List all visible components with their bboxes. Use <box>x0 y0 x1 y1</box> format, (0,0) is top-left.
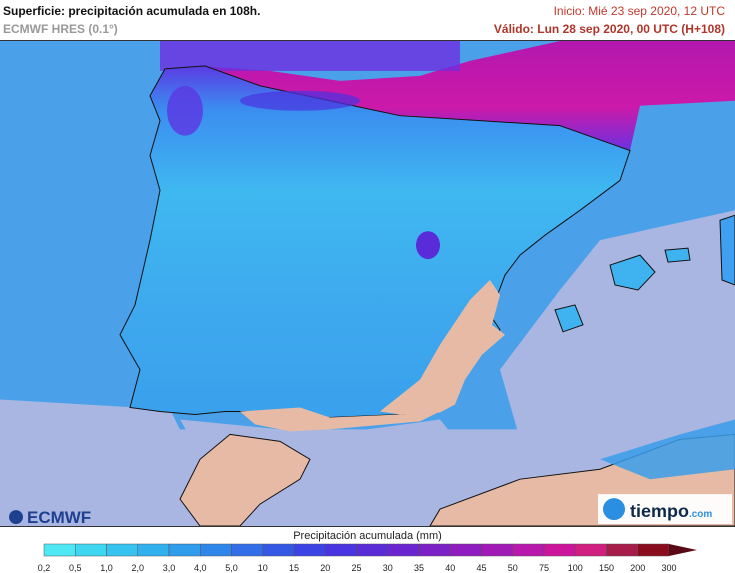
colorbar-swatch <box>450 543 482 557</box>
colorbar-swatch <box>43 543 76 557</box>
colorbar-tick-label: 0,5 <box>69 563 82 573</box>
colorbar-tick-label: 200 <box>630 563 645 573</box>
colorbar-swatch <box>637 543 670 557</box>
colorbar-tick-label: 30 <box>383 563 393 573</box>
colorbar-tick-label: 45 <box>476 563 486 573</box>
ecmwf-logo-mark <box>9 510 23 525</box>
colorbar-tick-label: 15 <box>289 563 299 573</box>
legend-title: Precipitación acumulada (mm) <box>293 530 442 542</box>
colorbar-swatch <box>325 543 357 557</box>
tiempo-logo-text: tiempo.com <box>630 501 712 521</box>
colorbar-swatch <box>512 543 545 557</box>
precip-max-cantabria <box>240 90 360 111</box>
colorbar-extend-arrow <box>669 544 697 556</box>
ibiza <box>554 304 584 333</box>
dry-south-coast <box>240 407 440 432</box>
colorbar-swatch <box>418 543 451 557</box>
north-africa <box>179 433 311 526</box>
north-band <box>160 41 460 71</box>
colorbar-swatch <box>200 543 232 557</box>
menorca <box>664 247 691 263</box>
map-title: Superficie: precipitación acumulada en 1… <box>3 4 261 18</box>
init-time-label: Inicio: Mié 23 sep 2020, 12 UTC <box>553 4 725 18</box>
tiempo-logo: tiempo.com <box>598 494 732 525</box>
dry-southeast <box>380 280 505 415</box>
colorbar-tick-label: 25 <box>351 563 361 573</box>
colorbar-swatch <box>575 543 607 557</box>
med-sea <box>500 210 735 460</box>
colorbar-tick-label: 1,0 <box>100 563 113 573</box>
colorbar-tick-label: 10 <box>258 563 268 573</box>
colorbar-swatch <box>75 543 107 557</box>
colorbar-swatch <box>137 543 170 557</box>
colorbar-tick-label: 3,0 <box>163 563 176 573</box>
precipitation-map: ECMWF tiempo.com <box>0 40 735 527</box>
colorbar-tick-label: 20 <box>320 563 330 573</box>
colorbar-tick-label: 0,2 <box>38 563 51 573</box>
colorbar-tick-label: 4,0 <box>194 563 207 573</box>
colorbar-tick-label: 5,0 <box>225 563 238 573</box>
atlantic-south <box>0 399 240 526</box>
colorbar-tick-label: 35 <box>414 563 424 573</box>
colorbar-swatch <box>168 543 201 557</box>
colorbar-tick-label: 2,0 <box>131 563 144 573</box>
colorbar-swatch <box>231 543 263 557</box>
colorbar: 0,2 0,5 1,0 2,0 3,0 4,0 5,0 10 15 20 25 30 35 40 45 50 7… <box>38 543 697 573</box>
colorbar-swatch <box>293 543 326 557</box>
ecmwf-logo: ECMWF <box>9 508 91 527</box>
colorbar-tick-label: 150 <box>599 563 614 573</box>
colorbar-tick-label: 100 <box>568 563 583 573</box>
colorbar-tick-label: 300 <box>661 563 676 573</box>
sardinia <box>719 214 735 286</box>
colorbar-swatch <box>387 543 420 557</box>
model-label: ECMWF HRES (0.1°) <box>3 22 118 36</box>
tiempo-logo-mark <box>603 498 625 521</box>
valid-time-label: Válido: Lun 28 sep 2020, 00 UTC (H+108) <box>493 22 725 36</box>
precip-max-galicia <box>167 85 203 136</box>
colorbar-swatch <box>543 543 576 557</box>
colorbar-swatch <box>262 543 295 557</box>
colorbar-tick-label: 50 <box>508 563 518 573</box>
precip-max-iberian-system <box>416 231 440 260</box>
ecmwf-logo-text: ECMWF <box>27 508 91 527</box>
algeria-precip <box>600 419 735 480</box>
colorbar-swatch <box>481 543 513 557</box>
colorbar-swatch <box>606 543 638 557</box>
colorbar-tick-label: 75 <box>539 563 549 573</box>
france-land <box>195 41 735 151</box>
mallorca <box>609 254 656 291</box>
colorbar-swatch <box>356 543 388 557</box>
colorbar-swatch <box>106 543 138 557</box>
colorbar-tick-label: 40 <box>445 563 455 573</box>
